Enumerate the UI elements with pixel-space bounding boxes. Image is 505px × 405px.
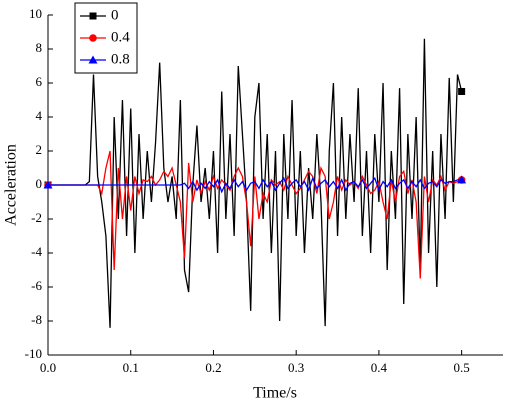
y-tick-label: -8 [31, 312, 42, 327]
x-axis-title: Time/s [253, 385, 297, 402]
series-line [48, 176, 462, 194]
series-line [48, 150, 462, 279]
legend-label: 0 [111, 7, 119, 23]
x-tick-label: 0.5 [454, 360, 470, 375]
marker [457, 175, 467, 184]
x-tick-label: 0.1 [123, 360, 139, 375]
y-tick-label: 10 [29, 6, 42, 21]
x-tick-label: 0.3 [288, 360, 304, 375]
marker [43, 180, 53, 189]
y-tick-label: 8 [36, 40, 43, 55]
legend-marker [88, 55, 98, 64]
legend-marker [89, 34, 97, 42]
y-tick-label: 4 [36, 108, 43, 123]
y-axis-title: Acceleration [3, 144, 20, 226]
x-tick-label: 0.0 [40, 360, 56, 375]
legend-label: 0.4 [111, 29, 130, 45]
x-tick-label: 0.2 [205, 360, 221, 375]
y-tick-label: -2 [31, 210, 42, 225]
legend: 0 0.4 0.8 [74, 2, 138, 74]
y-tick-label: -10 [25, 346, 42, 361]
marker [458, 88, 466, 95]
y-tick-label: -4 [31, 244, 42, 259]
x-tick-label: 0.4 [371, 360, 388, 375]
y-tick-label: 0 [36, 176, 43, 191]
y-tick-label: 6 [36, 74, 43, 89]
y-tick-label: -6 [31, 278, 42, 293]
legend-label: 0.8 [111, 51, 130, 67]
legend-marker [89, 12, 97, 20]
y-tick-label: 2 [36, 142, 43, 157]
